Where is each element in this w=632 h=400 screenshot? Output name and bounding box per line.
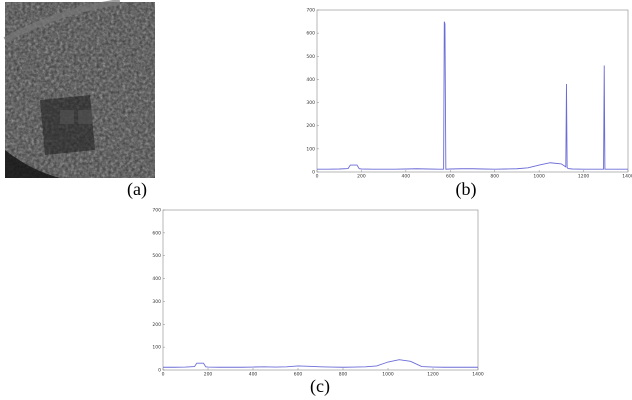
y-tick-label: 700 [152,208,161,214]
y-tick-label: 100 [306,146,315,152]
x-tick-label: 1400 [472,372,484,378]
x-tick-label: 1200 [427,372,439,378]
x-tick-label: 1000 [533,174,545,180]
x-tick-label: 600 [294,372,303,378]
caption: (c) [310,376,330,397]
y-tick-label: 400 [152,276,161,282]
y-tick-label: 0 [158,368,161,374]
x-tick-label: 400 [402,174,411,180]
x-tick-label: 200 [357,174,366,180]
y-tick-label: 300 [306,100,315,106]
y-tick-label: 500 [306,54,315,60]
x-tick-label: 1400 [622,174,632,180]
data-line [163,359,478,368]
plot-frame [162,209,479,371]
x-tick-label: 0 [162,372,165,378]
y-tick-label: 200 [306,123,315,129]
x-tick-label: 600 [446,174,455,180]
caption: (a) [127,179,147,200]
y-tick-label: 200 [152,322,161,328]
y-tick-label: 100 [152,345,161,351]
x-tick-label: 1000 [382,372,394,378]
y-tick-label: 500 [152,253,161,259]
x-tick-label: 0 [316,174,319,180]
caption: (b) [456,179,477,200]
x-tick-label: 200 [204,372,213,378]
x-tick-label: 1200 [578,174,590,180]
y-tick-label: 300 [152,299,161,305]
data-line [317,21,628,170]
x-tick-label: 800 [490,174,499,180]
y-tick-label: 600 [306,31,315,37]
x-tick-label: 400 [249,372,258,378]
y-tick-label: 400 [306,77,315,83]
x-tick-label: 800 [339,372,348,378]
aerial-image [3,0,155,178]
y-tick-label: 700 [306,8,315,14]
y-tick-label: 600 [152,230,161,236]
plot-frame [316,9,629,173]
y-tick-label: 0 [312,170,315,176]
